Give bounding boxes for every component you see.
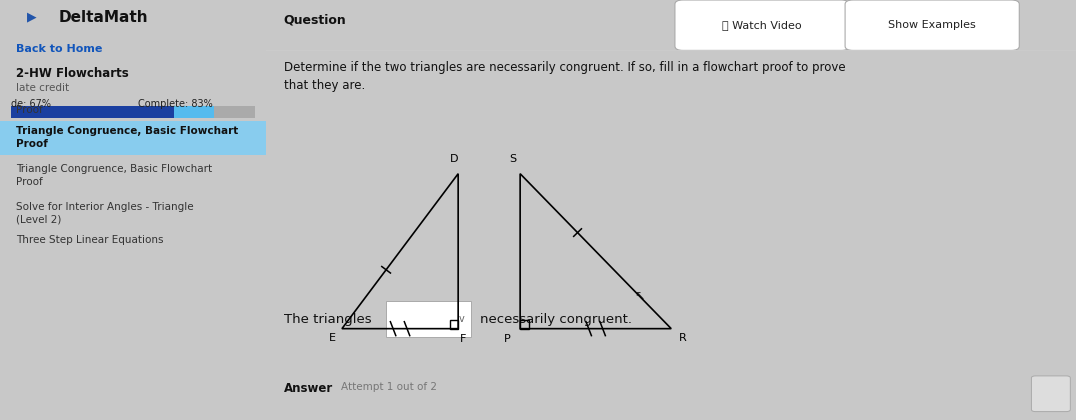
FancyBboxPatch shape <box>1032 376 1071 412</box>
Bar <box>11 106 174 118</box>
Text: late credit: late credit <box>16 83 69 93</box>
Text: ↖: ↖ <box>635 290 645 303</box>
Text: that they are.: that they are. <box>284 79 365 92</box>
Text: E: E <box>329 333 336 343</box>
Text: DeltaMath: DeltaMath <box>58 10 148 26</box>
FancyBboxPatch shape <box>675 0 849 50</box>
Text: Question: Question <box>284 13 346 26</box>
Bar <box>11 106 255 118</box>
Text: S: S <box>509 154 516 164</box>
Text: Proof: Proof <box>16 105 43 115</box>
Text: Ⓣ Watch Video: Ⓣ Watch Video <box>722 20 802 30</box>
Text: R: R <box>679 333 686 343</box>
FancyBboxPatch shape <box>385 301 471 337</box>
Text: Show Examples: Show Examples <box>889 20 976 30</box>
Text: 2-HW Flowcharts: 2-HW Flowcharts <box>16 67 129 80</box>
Text: Attempt 1 out of 2: Attempt 1 out of 2 <box>341 382 437 392</box>
Text: Triangle Congruence, Basic Flowchart
Proof: Triangle Congruence, Basic Flowchart Pro… <box>16 126 238 149</box>
Text: v: v <box>458 314 464 324</box>
Text: D: D <box>450 154 458 164</box>
Text: F: F <box>461 334 467 344</box>
Text: Answer: Answer <box>284 382 332 395</box>
Text: Complete: 83%: Complete: 83% <box>138 99 213 109</box>
Text: ▶: ▶ <box>27 10 37 24</box>
Bar <box>0 121 266 155</box>
Text: Back to Home: Back to Home <box>16 44 102 54</box>
Bar <box>174 106 213 118</box>
Text: P: P <box>504 334 510 344</box>
Text: Determine if the two triangles are necessarily congruent. If so, fill in a flowc: Determine if the two triangles are neces… <box>284 61 846 74</box>
Text: Three Step Linear Equations: Three Step Linear Equations <box>16 235 164 245</box>
Text: Solve for Interior Angles - Triangle
(Level 2): Solve for Interior Angles - Triangle (Le… <box>16 202 194 225</box>
Text: de: 67%: de: 67% <box>11 99 51 109</box>
Text: necessarily congruent.: necessarily congruent. <box>481 313 633 326</box>
FancyBboxPatch shape <box>845 0 1019 50</box>
Text: Triangle Congruence, Basic Flowchart
Proof: Triangle Congruence, Basic Flowchart Pro… <box>16 164 212 187</box>
Text: The triangles: The triangles <box>284 313 371 326</box>
